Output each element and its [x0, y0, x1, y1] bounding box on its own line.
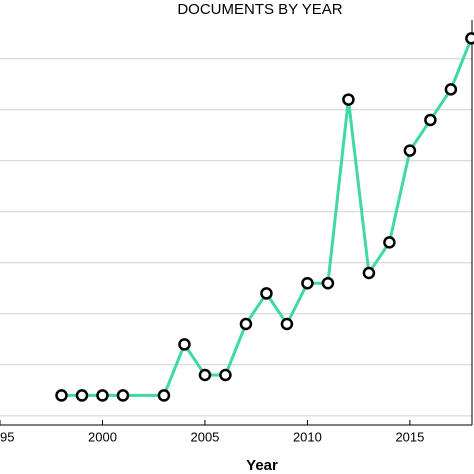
series-line: [61, 37, 473, 397]
data-point: [157, 389, 171, 402]
data-point: [198, 368, 212, 382]
data-point: [403, 144, 417, 157]
data-point: [260, 287, 273, 300]
data-point: [116, 389, 130, 402]
data-point: [301, 276, 314, 290]
data-point: [465, 32, 474, 45]
x-tick-label: 2010: [293, 429, 322, 444]
x-tick-label: 2015: [395, 429, 424, 444]
data-point: [219, 368, 232, 382]
data-point: [239, 317, 253, 331]
data-point: [178, 338, 191, 351]
data-point: [55, 389, 68, 402]
x-tick-label: 2000: [88, 429, 117, 444]
data-point: [75, 389, 89, 402]
x-tick-label: 1995: [0, 429, 14, 444]
data-point: [444, 83, 458, 96]
chart-title: DOCUMENTS BY YEAR: [177, 1, 342, 18]
data-point: [321, 276, 335, 290]
data-point: [424, 113, 437, 127]
data-point: [342, 93, 355, 106]
x-axis-label: Year: [246, 457, 278, 474]
data-point: [383, 236, 396, 249]
data-point: [96, 389, 109, 402]
data-point: [280, 317, 294, 331]
data-point: [362, 266, 376, 280]
x-tick-label: 2005: [190, 429, 219, 444]
